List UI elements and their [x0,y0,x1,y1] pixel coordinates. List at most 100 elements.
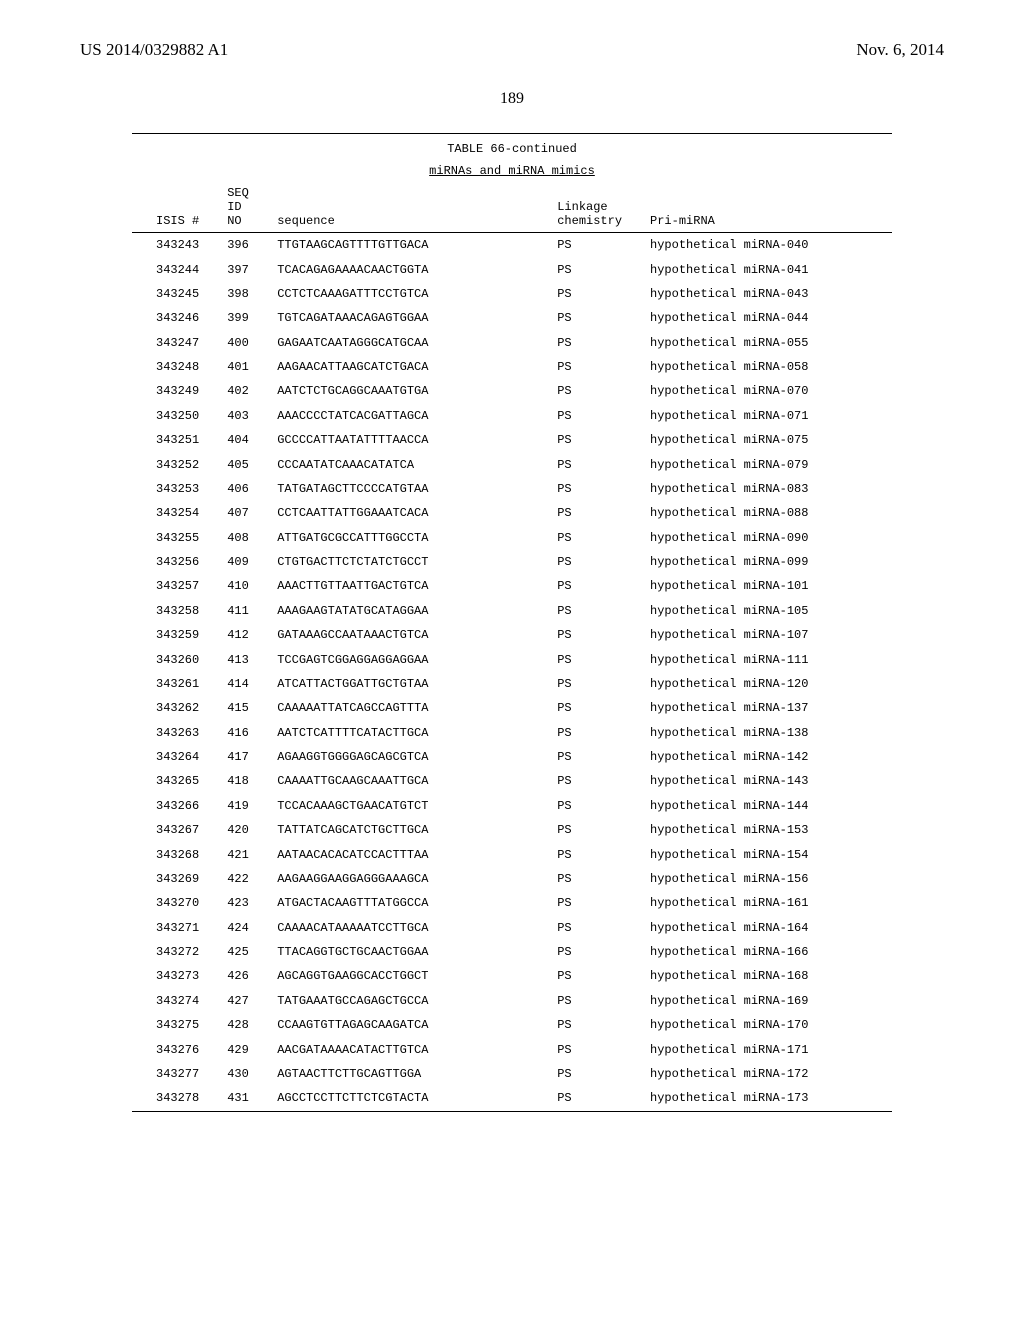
table-row: 343250403AAACCCCTATCACGATTAGCAPShypothet… [132,404,892,428]
cell-pri: hypothetical miRNA-101 [630,574,892,598]
cell-pri: hypothetical miRNA-143 [630,769,892,793]
cell-linkage: PS [527,696,630,720]
cell-pri: hypothetical miRNA-168 [630,964,892,988]
cell-sequence: ATGACTACAAGTTTATGGCCA [257,891,527,915]
cell-sequence: AAAGAAGTATATGCATAGGAA [257,599,527,623]
cell-seq: 431 [207,1086,257,1110]
cell-seq: 425 [207,940,257,964]
cell-linkage: PS [527,745,630,769]
table-subtitle: miRNAs and miRNA mimics [242,164,782,182]
cell-pri: hypothetical miRNA-137 [630,696,892,720]
table-row: 343273426AGCAGGTGAAGGCACCTGGCTPShypothet… [132,964,892,988]
cell-seq: 410 [207,574,257,598]
cell-seq: 401 [207,355,257,379]
cell-pri: hypothetical miRNA-099 [630,550,892,574]
table-row: 343257410AAACTTGTTAATTGACTGTCAPShypothet… [132,574,892,598]
table-row: 343276429AACGATAAAACATACTTGTCAPShypothet… [132,1037,892,1061]
cell-sequence: AGCAGGTGAAGGCACCTGGCT [257,964,527,988]
cell-seq: 422 [207,867,257,891]
cell-pri: hypothetical miRNA-161 [630,891,892,915]
cell-sequence: AATCTCTGCAGGCAAATGTGA [257,379,527,403]
cell-pri: hypothetical miRNA-153 [630,818,892,842]
cell-sequence: CCAAGTGTTAGAGCAAGATCA [257,1013,527,1037]
cell-linkage: PS [527,818,630,842]
table-row: 343253406TATGATAGCTTCCCCATGTAAPShypothet… [132,477,892,501]
table-row: 343255408ATTGATGCGCCATTTGGCCTAPShypothet… [132,526,892,550]
table-row: 343256409CTGTGACTTCTCTATCTGCCTPShypothet… [132,550,892,574]
cell-isis: 343252 [132,452,207,476]
cell-isis: 343264 [132,745,207,769]
cell-linkage: PS [527,672,630,696]
cell-isis: 343255 [132,526,207,550]
cell-linkage: PS [527,306,630,330]
cell-seq: 420 [207,818,257,842]
table-row: 343244397TCACAGAGAAAACAACTGGTAPShypothet… [132,257,892,281]
table-row: 343249402AATCTCTGCAGGCAAATGTGAPShypothet… [132,379,892,403]
table-row: 343275428CCAAGTGTTAGAGCAAGATCAPShypothet… [132,1013,892,1037]
mirna-table-container: TABLE 66-continued miRNAs and miRNA mimi… [132,133,892,1112]
cell-isis: 343270 [132,891,207,915]
cell-seq: 430 [207,1062,257,1086]
cell-sequence: AATAACACACATCCACTTTAA [257,842,527,866]
cell-seq: 396 [207,233,257,258]
cell-seq: 428 [207,1013,257,1037]
cell-seq: 405 [207,452,257,476]
cell-sequence: TATGAAATGCCAGAGCTGCCA [257,989,527,1013]
table-row: 343266419TCCACAAAGCTGAACATGTCTPShypothet… [132,794,892,818]
cell-sequence: GAGAATCAATAGGGCATGCAA [257,331,527,355]
col-header-linkage: Linkage chemistry [527,182,630,233]
cell-linkage: PS [527,623,630,647]
cell-sequence: CAAAAATTATCAGCCAGTTTA [257,696,527,720]
cell-sequence: TCACAGAGAAAACAACTGGTA [257,257,527,281]
cell-pri: hypothetical miRNA-166 [630,940,892,964]
cell-sequence: TTGTAAGCAGTTTTGTTGACA [257,233,527,258]
cell-seq: 407 [207,501,257,525]
cell-isis: 343248 [132,355,207,379]
cell-seq: 415 [207,696,257,720]
cell-seq: 418 [207,769,257,793]
cell-linkage: PS [527,452,630,476]
cell-linkage: PS [527,891,630,915]
cell-isis: 343249 [132,379,207,403]
cell-pri: hypothetical miRNA-171 [630,1037,892,1061]
table-row: 343246399TGTCAGATAAACAGAGTGGAAPShypothet… [132,306,892,330]
cell-pri: hypothetical miRNA-173 [630,1086,892,1110]
cell-seq: 416 [207,721,257,745]
cell-sequence: TTACAGGTGCTGCAACTGGAA [257,940,527,964]
table-row: 343269422AAGAAGGAAGGAGGGAAAGCAPShypothet… [132,867,892,891]
table-row: 343263416AATCTCATTTTCATACTTGCAPShypothet… [132,721,892,745]
cell-linkage: PS [527,574,630,598]
col-header-isis: ISIS # [132,182,207,233]
cell-pri: hypothetical miRNA-105 [630,599,892,623]
cell-linkage: PS [527,842,630,866]
cell-linkage: PS [527,379,630,403]
table-row: 343270423ATGACTACAAGTTTATGGCCAPShypothet… [132,891,892,915]
cell-pri: hypothetical miRNA-156 [630,867,892,891]
cell-seq: 406 [207,477,257,501]
cell-linkage: PS [527,550,630,574]
cell-seq: 427 [207,989,257,1013]
cell-isis: 343272 [132,940,207,964]
cell-sequence: CAAAACATAAAAATCCTTGCA [257,916,527,940]
table-row: 343274427TATGAAATGCCAGAGCTGCCAPShypothet… [132,989,892,1013]
cell-sequence: GCCCCATTAATATTTTAACCA [257,428,527,452]
cell-pri: hypothetical miRNA-041 [630,257,892,281]
cell-sequence: TGTCAGATAAACAGAGTGGAA [257,306,527,330]
cell-isis: 343244 [132,257,207,281]
cell-sequence: CCTCAATTATTGGAAATCACA [257,501,527,525]
cell-linkage: PS [527,916,630,940]
cell-sequence: CCCAATATCAAACATATCA [257,452,527,476]
cell-pri: hypothetical miRNA-075 [630,428,892,452]
cell-seq: 400 [207,331,257,355]
cell-sequence: ATTGATGCGCCATTTGGCCTA [257,526,527,550]
table-body: 343243396TTGTAAGCAGTTTTGTTGACAPShypothet… [132,233,892,1111]
cell-seq: 419 [207,794,257,818]
cell-linkage: PS [527,940,630,964]
table-row: 343278431AGCCTCCTTCTTCTCGTACTAPShypothet… [132,1086,892,1110]
table-row: 343259412GATAAAGCCAATAAACTGTCAPShypothet… [132,623,892,647]
cell-pri: hypothetical miRNA-088 [630,501,892,525]
cell-sequence: AAACCCCTATCACGATTAGCA [257,404,527,428]
cell-linkage: PS [527,1086,630,1110]
cell-seq: 399 [207,306,257,330]
col-header-pri: Pri-miRNA [630,182,892,233]
